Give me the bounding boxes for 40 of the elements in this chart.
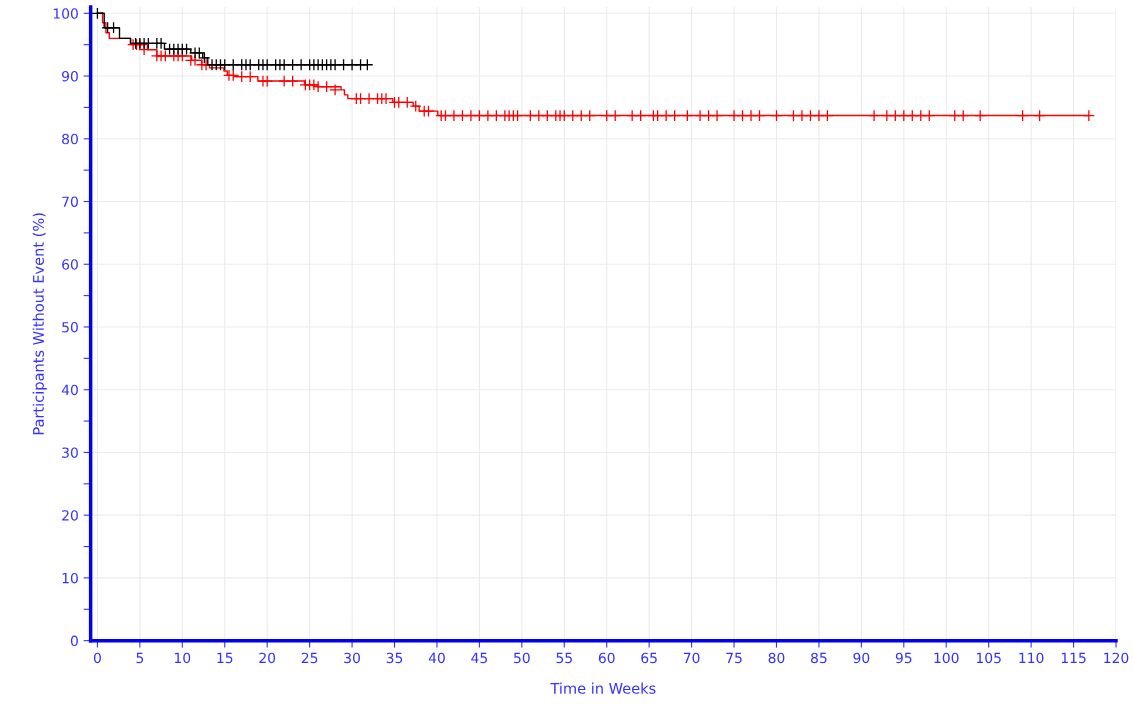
x-tick-label: 35 bbox=[386, 652, 403, 664]
x-tick-label: 15 bbox=[217, 652, 233, 664]
x-axis-title: Time in Weeks bbox=[550, 682, 656, 694]
x-tick-label: 50 bbox=[514, 652, 530, 664]
y-tick-label: 60 bbox=[62, 259, 78, 270]
x-tick-label: 105 bbox=[976, 652, 1001, 664]
x-tick-label: 110 bbox=[1019, 652, 1044, 664]
x-tick-label: 60 bbox=[598, 652, 615, 664]
point bbox=[155, 38, 167, 49]
x-tick-label: 80 bbox=[768, 652, 785, 664]
x-tick-label: 100 bbox=[934, 652, 959, 664]
y-tick-label: 70 bbox=[62, 196, 78, 207]
y-tick-label: 90 bbox=[62, 71, 78, 82]
x-tick-label: 85 bbox=[811, 652, 827, 664]
x-tick-label: 20 bbox=[259, 652, 276, 664]
x-tick-label: 70 bbox=[683, 652, 700, 664]
x-tick-label: 5 bbox=[136, 652, 144, 664]
y-axis-title: Participants Without Event (%) bbox=[32, 213, 47, 435]
x-tick-label: 0 bbox=[93, 652, 101, 664]
x-tick-label: 45 bbox=[471, 652, 488, 664]
y-tick-label: 30 bbox=[62, 447, 78, 458]
x-tick-label: 65 bbox=[641, 652, 657, 664]
y-tick-label: 50 bbox=[62, 321, 78, 333]
x-tick-label: 75 bbox=[726, 652, 742, 664]
y-tick-label: 0 bbox=[70, 635, 78, 647]
y-tick-label: 80 bbox=[62, 133, 78, 145]
x-tick-label: 55 bbox=[556, 652, 572, 664]
x-tick-label: 10 bbox=[175, 652, 191, 664]
y-tick-label: 40 bbox=[61, 384, 78, 396]
x-tick-label: 40 bbox=[428, 652, 445, 664]
x-tick-label: 115 bbox=[1061, 652, 1086, 664]
x-tick-label: 95 bbox=[895, 652, 912, 664]
y-tick-label: 100 bbox=[53, 8, 78, 19]
y-tick-label: 20 bbox=[62, 510, 78, 521]
x-tick-label: 25 bbox=[301, 652, 318, 664]
x-tick-label: 90 bbox=[853, 652, 870, 664]
x-tick-label: 30 bbox=[344, 652, 360, 664]
point bbox=[181, 43, 192, 55]
y-tick-label: 10 bbox=[62, 572, 78, 584]
x-tick-label: 120 bbox=[1104, 652, 1129, 664]
